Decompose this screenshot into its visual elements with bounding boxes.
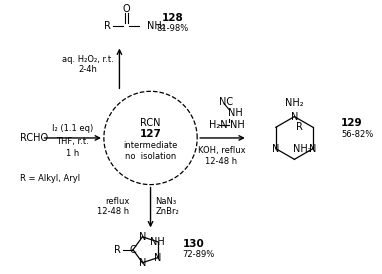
Text: N: N <box>139 232 146 242</box>
Text: NC: NC <box>219 97 233 107</box>
Text: NH: NH <box>230 120 245 130</box>
Text: NH₂: NH₂ <box>285 98 304 108</box>
Text: 130: 130 <box>183 239 204 249</box>
Text: 129: 129 <box>341 118 363 129</box>
Text: 12-48 h: 12-48 h <box>97 207 129 216</box>
Text: R: R <box>296 122 303 132</box>
Text: 56-82%: 56-82% <box>341 130 373 139</box>
Text: O: O <box>122 4 130 14</box>
Text: N: N <box>291 112 298 122</box>
Text: 72-89%: 72-89% <box>183 250 215 259</box>
Text: R: R <box>104 21 111 31</box>
Text: 12-48 h: 12-48 h <box>206 157 238 166</box>
Text: NaN₃: NaN₃ <box>155 197 176 206</box>
Text: N: N <box>139 258 146 268</box>
Text: THF, r.t.: THF, r.t. <box>57 137 89 146</box>
Text: KOH, reflux: KOH, reflux <box>197 146 245 155</box>
Text: NH: NH <box>150 237 165 247</box>
Text: H₂N: H₂N <box>209 120 227 130</box>
Text: 128: 128 <box>162 13 184 23</box>
Text: no  isolation: no isolation <box>125 152 176 161</box>
Text: aq. H₂O₂, r.t.: aq. H₂O₂, r.t. <box>62 55 114 64</box>
Text: NH₂: NH₂ <box>147 21 165 31</box>
Text: 127: 127 <box>139 129 162 139</box>
Text: 2-4h: 2-4h <box>79 65 98 75</box>
Text: ZnBr₂: ZnBr₂ <box>155 207 179 216</box>
Text: N: N <box>309 144 317 154</box>
Text: RCHO: RCHO <box>20 133 49 143</box>
Text: RCN: RCN <box>140 118 161 129</box>
Text: 81-98%: 81-98% <box>157 24 189 33</box>
Text: reflux: reflux <box>105 197 129 206</box>
Text: 1 h: 1 h <box>66 149 79 158</box>
Text: N: N <box>272 144 280 154</box>
Text: N: N <box>154 253 161 263</box>
Text: NH₂: NH₂ <box>293 144 312 154</box>
Text: R = Alkyl, Aryl: R = Alkyl, Aryl <box>20 174 80 183</box>
Text: intermediate: intermediate <box>123 141 178 150</box>
Text: C: C <box>129 245 136 255</box>
Text: I₂ (1.1 eq): I₂ (1.1 eq) <box>52 124 93 133</box>
Text: NH: NH <box>228 108 243 118</box>
Text: R: R <box>114 245 121 255</box>
